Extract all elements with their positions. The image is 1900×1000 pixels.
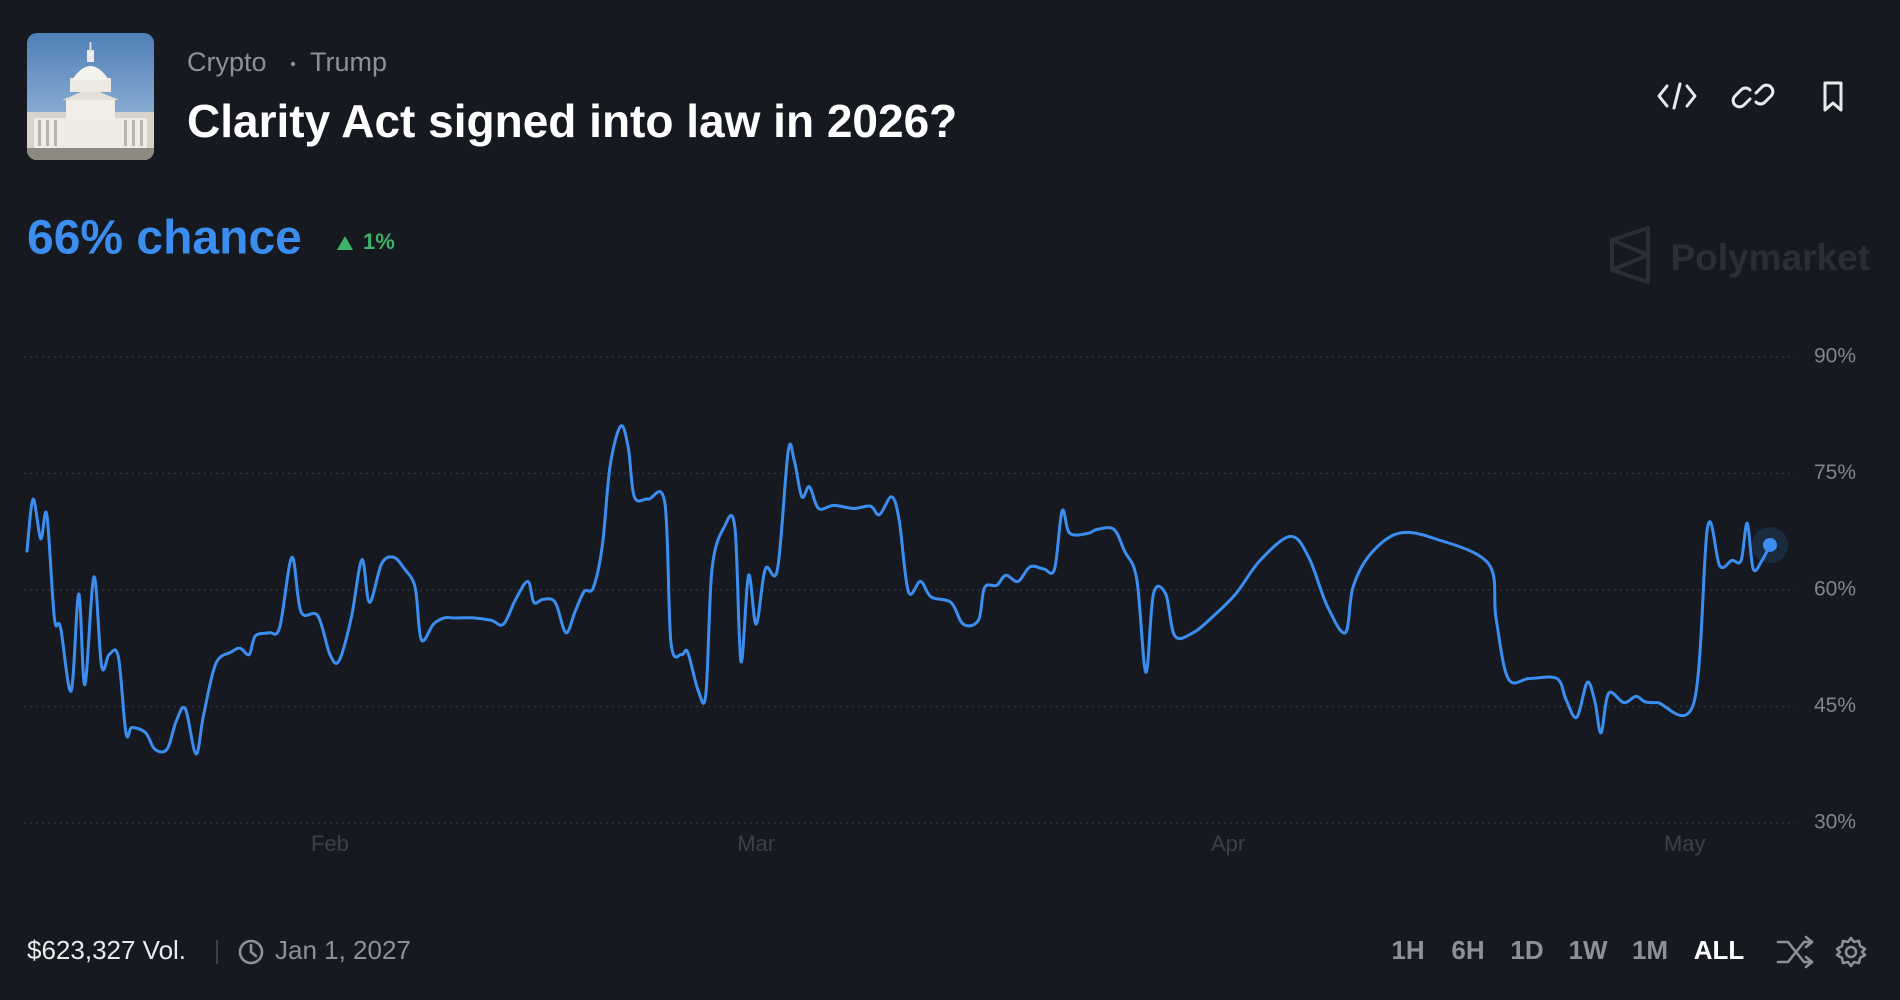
y-tick-label: 75% [1814,461,1856,484]
y-tick-label: 90% [1814,345,1856,368]
price-line [25,424,1772,756]
range-option[interactable]: 1H [1391,935,1424,965]
change: 1% [363,229,395,254]
y-tick-label: 30% [1814,811,1856,834]
copy-link-button[interactable] [1731,83,1775,109]
change-arrow [337,236,353,250]
embed-button[interactable] [1657,82,1697,110]
shuffle-button[interactable] [1776,935,1814,969]
watermark: Polymarket [1671,237,1871,278]
x-tick-label: Mar [737,831,775,856]
range-option[interactable]: 1W [1569,935,1608,965]
x-tick-label: May [1664,831,1706,856]
end-date: Jan 1, 2027 [275,935,411,965]
x-tick-label: Apr [1211,831,1245,856]
breadcrumb[interactable]: Crypto [187,47,267,77]
y-tick-label: 45% [1814,694,1856,717]
chance: 66% chance [27,212,302,265]
breadcrumb[interactable]: Trump [310,47,387,77]
y-tick-label: 60% [1814,578,1856,601]
range-option[interactable]: 1D [1510,935,1543,965]
range-selector: 1H 6H 1D 1W 1M ALL [1391,935,1744,965]
x-tick-label: Feb [311,831,349,856]
volume: $623,327 Vol. [27,935,186,965]
range-option[interactable]: 6H [1451,935,1484,965]
price-chart: 90% 75% 60% 45% 30% Feb Mar Apr May [24,345,1856,856]
clock-icon [238,939,264,965]
breadcrumb-separator [290,61,296,67]
current-point [1763,537,1777,552]
range-option[interactable]: 1M [1632,935,1668,965]
market-image[interactable] [27,33,154,160]
settings-button[interactable] [1835,936,1867,968]
watermark-logo [1610,226,1650,284]
market-title: Clarity Act signed into law in 2026? [187,95,957,147]
bookmark-button[interactable] [1823,81,1843,112]
range-option[interactable]: ALL [1694,935,1745,965]
